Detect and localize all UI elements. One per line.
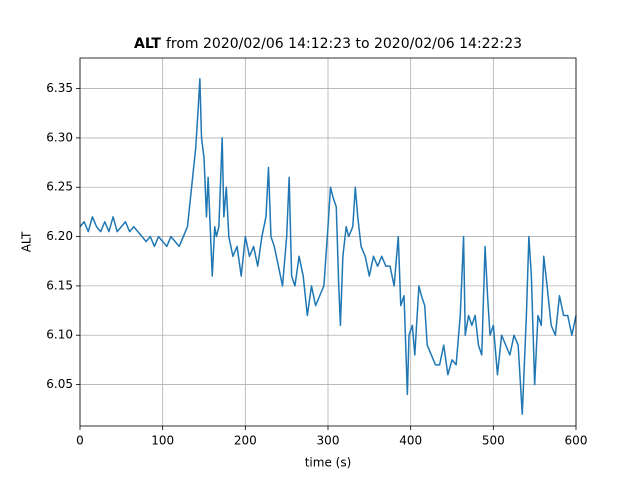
x-tick-label: 600 bbox=[565, 434, 588, 448]
y-tick-label: 6.15 bbox=[46, 278, 73, 292]
x-tick-label: 300 bbox=[317, 434, 340, 448]
y-axis-label: ALT bbox=[20, 231, 34, 252]
title-text: from 2020/02/06 14:12:23 to 2020/02/06 1… bbox=[166, 36, 522, 52]
chart-title: ALT from 2020/02/06 14:12:23 to 2020/02/0… bbox=[134, 36, 522, 52]
x-tick-label: 500 bbox=[482, 434, 505, 448]
x-tick-label: 400 bbox=[399, 434, 422, 448]
x-tick-label: 0 bbox=[76, 434, 84, 448]
x-tick-label: 100 bbox=[151, 434, 174, 448]
data-line bbox=[79, 77, 577, 415]
x-axis-label: time (s) bbox=[305, 456, 352, 470]
y-tick-label: 6.25 bbox=[46, 180, 73, 194]
y-tick-label: 6.20 bbox=[46, 229, 73, 243]
y-tick-label: 6.30 bbox=[46, 130, 73, 144]
y-tick-label: 6.05 bbox=[46, 377, 73, 391]
plot-frame bbox=[79, 57, 577, 427]
title-bold: ALT bbox=[134, 36, 161, 52]
y-tick-label: 6.10 bbox=[46, 328, 73, 342]
x-tick-label: 200 bbox=[234, 434, 257, 448]
y-tick-label: 6.35 bbox=[46, 81, 73, 95]
